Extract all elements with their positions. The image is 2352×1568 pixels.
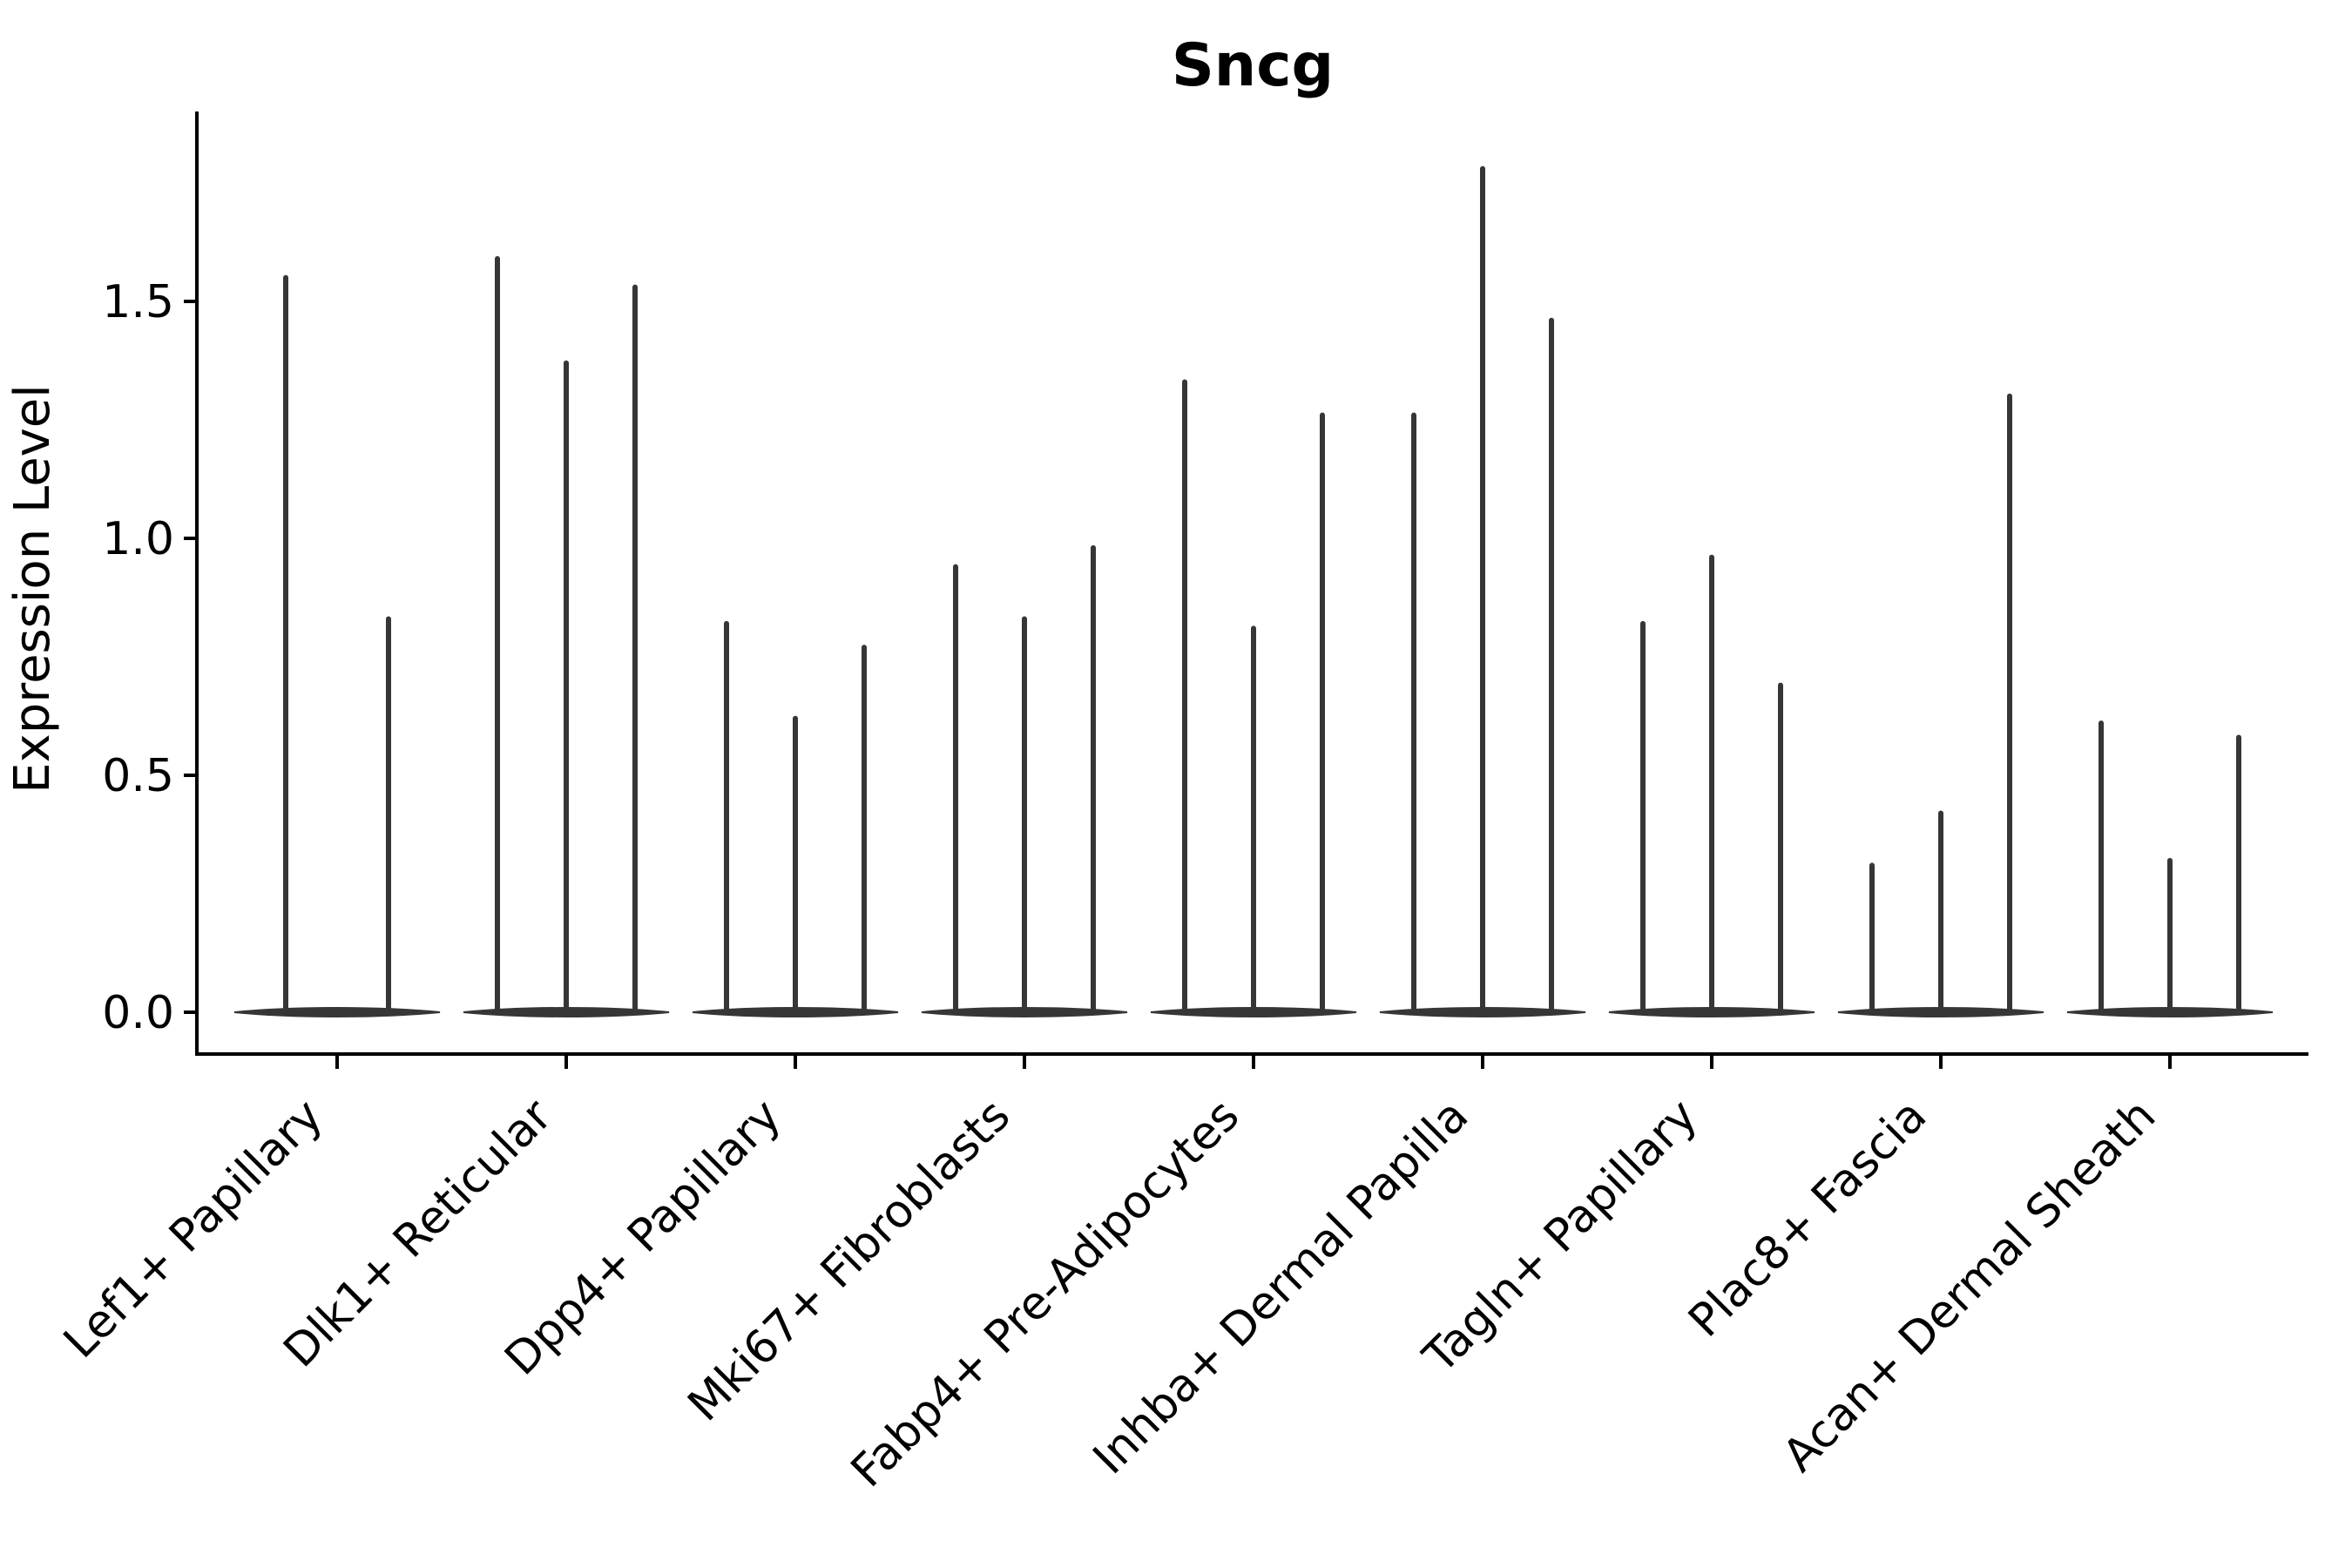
violin-base (233, 1006, 441, 1018)
y-tick-labels: 0.0 0.5 1.0 1.5 (102, 276, 174, 1039)
chart-title: Sncg (1172, 31, 1334, 100)
y-tick-label: 1.5 (102, 276, 174, 328)
axes (184, 112, 2308, 1069)
y-tick-label: 0.0 (102, 987, 174, 1039)
y-tick-label: 0.5 (102, 750, 174, 802)
x-tick-label: Plac8+ Fascia (1679, 1090, 1936, 1348)
violins (233, 166, 2274, 1018)
x-tick-label: Fabp4+ Pre-Adipocytes (841, 1090, 1249, 1497)
y-axis-label: Expression Level (4, 384, 61, 794)
x-tick-label: Inhba+ Dermal Papilla (1084, 1090, 1478, 1484)
y-tick-label: 1.0 (102, 513, 174, 565)
x-tick-label: Acan+ Dermal Sheath (1774, 1090, 2166, 1483)
